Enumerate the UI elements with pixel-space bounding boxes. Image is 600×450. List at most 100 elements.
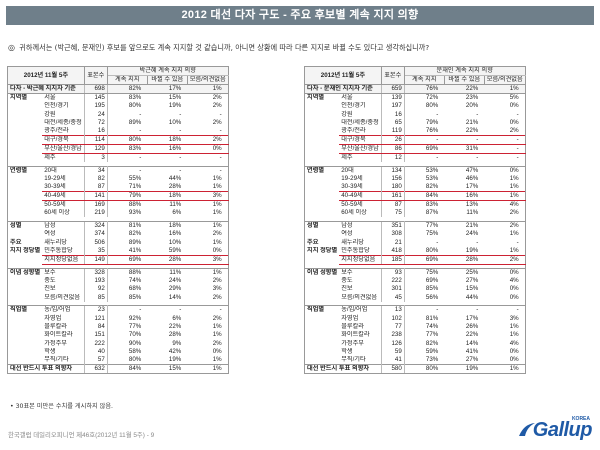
col-header-change: 바뀔 수 있음 <box>443 75 485 85</box>
cell-sample-size: 301 <box>380 285 405 294</box>
table-row: 지역별 서울 145 83% 15% 2% <box>7 93 229 102</box>
row-subgroup: 자영업 <box>341 314 359 322</box>
cell-sample-size: 87 <box>380 200 405 210</box>
cell-sample-size: 92 <box>83 285 108 294</box>
table-row: 지지 정당별 민주통합당 35 41% 59% 0% <box>7 246 229 256</box>
cell-keep: - <box>404 305 445 315</box>
row-subgroup: 50-59세 <box>341 201 363 209</box>
cell-keep: 82% <box>107 84 148 94</box>
spacer-cell <box>484 264 526 269</box>
table-row: 인천/경기 197 80% 20% 0% <box>304 102 526 111</box>
table-row: 여성 308 75% 24% 1% <box>304 229 526 239</box>
row-subgroup: 30-39세 <box>44 183 66 191</box>
cell-sample-size: 195 <box>83 102 108 111</box>
cell-keep: 68% <box>128 285 142 293</box>
col-header-change: 바뀔 수 있음 <box>146 75 188 85</box>
row-category <box>304 331 340 340</box>
table-row: 30-39세 87 71% 28% 1% <box>7 183 229 192</box>
cell-change: 17% <box>465 314 479 322</box>
cell-change: 28% <box>168 183 182 191</box>
cell-change: - <box>179 110 182 118</box>
cell-sample-size: 13 <box>380 305 405 315</box>
table-row: 60세 이상 219 93% 6% 1% <box>7 209 229 218</box>
table-body: 다자 - 박근혜 지지자 기준 698 82% 17% 1% 지역별 서울 145 83% 15%… <box>7 84 229 375</box>
row-category <box>7 200 43 210</box>
cell-change: 19% <box>168 356 182 364</box>
cell-dk: - <box>187 153 229 163</box>
cell-dk: 2% <box>187 118 229 128</box>
cell-dk: 5% <box>484 93 526 102</box>
cell-keep: 71% <box>128 183 142 191</box>
cell-keep: - <box>139 110 142 118</box>
row-category <box>304 293 340 302</box>
cell-keep: 85% <box>425 285 439 293</box>
spacer-cell <box>7 217 43 222</box>
group-header: 박근혜 계속 지지 의향 <box>106 66 229 76</box>
table-row: 부산/울산/경남 129 83% 16% 0% <box>7 144 229 155</box>
cell-keep: 80% <box>107 135 148 146</box>
row-subgroup: 보수 <box>42 267 85 277</box>
cell-change: 23% <box>465 94 479 101</box>
cell-keep: 41% <box>128 246 142 254</box>
cell-dk: 0% <box>484 102 526 111</box>
table-row: 중도 222 69% 27% 4% <box>304 276 526 286</box>
cell-keep: 81% <box>107 220 148 230</box>
row-category: 대선 반드시 투표 의향자 <box>7 364 85 375</box>
cell-dk: 1% <box>187 267 229 277</box>
cell-sample-size: 193 <box>83 276 108 286</box>
row-category <box>304 276 340 286</box>
cell-change: 28% <box>444 254 485 265</box>
row-subgroup: 부산/울산/경남 <box>339 144 382 155</box>
cell-change: 11% <box>466 209 479 217</box>
table-row: 대구/경북 114 80% 18% 2% <box>7 135 229 146</box>
row-subgroup: 무직/기타 <box>44 356 69 364</box>
row-subgroup: 서울 <box>44 94 56 101</box>
logo-wordmark: Gallup <box>532 419 593 441</box>
cell-change: 21% <box>444 220 485 230</box>
row-category <box>304 229 340 239</box>
spacer-cell <box>187 217 229 222</box>
table-row: 제주 3- - - <box>7 153 229 163</box>
row-category <box>304 127 340 136</box>
spacer-cell <box>187 162 229 167</box>
table-row: 60세 이상 75 87% 11% 2% <box>304 209 526 218</box>
cell-dk: 2% <box>187 339 229 348</box>
cell-sample-size: 126 <box>380 339 405 348</box>
cell-sample-size: 659 <box>380 84 405 94</box>
cell-sample-size: 149 <box>83 254 108 265</box>
row-category: 연령별 <box>7 165 43 175</box>
row-category <box>304 314 340 323</box>
row-subgroup: 대구/경북 <box>339 135 382 146</box>
row-subgroup: 남성 <box>42 220 85 230</box>
cell-change: 10% <box>168 238 182 246</box>
cell-keep: 92% <box>128 314 142 322</box>
spacer-row <box>304 162 526 167</box>
cell-dk: 1% <box>187 322 229 332</box>
cell-sample-size: 134 <box>380 165 405 175</box>
table-row: 성별 남성 324 81% 18% 1% <box>7 220 229 230</box>
cell-sample-size: 34 <box>83 165 108 175</box>
cell-keep: 70% <box>128 331 142 339</box>
cell-sample-size: 87 <box>83 183 108 192</box>
cell-keep: 76% <box>425 127 439 135</box>
table-row: 화이트칼라 151 70% 28% 1% <box>7 331 229 340</box>
cell-keep: 88% <box>128 201 142 209</box>
cell-keep: - <box>436 154 439 162</box>
row-subgroup: 강원 <box>341 110 353 118</box>
cell-dk: 1% <box>187 238 229 247</box>
row-category: 성별 <box>7 220 43 230</box>
row-subgroup: 제주 <box>341 154 353 162</box>
cell-change: 59% <box>168 246 182 254</box>
table-row: 인천/경기 195 80% 19% 2% <box>7 102 229 111</box>
row-category <box>7 356 43 365</box>
cell-change: 28% <box>168 331 182 339</box>
table-row: 직업별 농/임/어업 13- - - <box>304 305 526 315</box>
table-date: 2012년 11월 5주 <box>304 66 382 85</box>
row-category <box>7 118 43 128</box>
cell-keep: 77% <box>404 220 445 230</box>
row-subgroup: 남성 <box>339 220 382 230</box>
cell-change: 24% <box>168 276 182 284</box>
table-row: 50-59세 87 83% 13% 4% <box>304 200 526 210</box>
cell-sample-size: 156 <box>380 174 405 184</box>
cell-change: 27% <box>465 276 479 284</box>
